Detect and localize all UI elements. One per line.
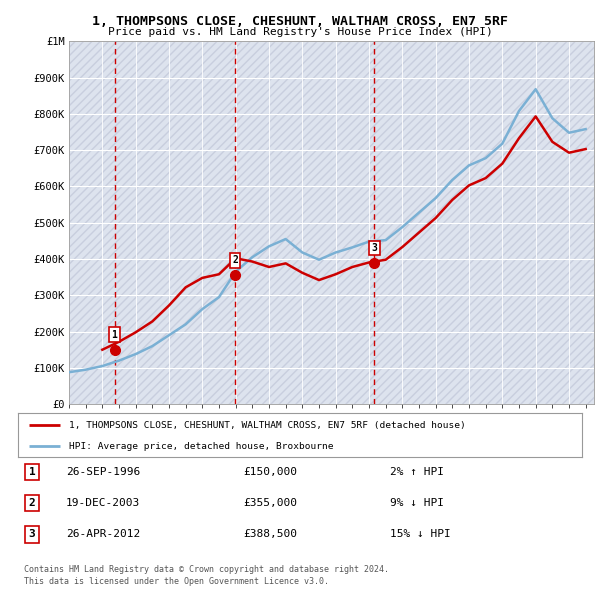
Text: 9% ↓ HPI: 9% ↓ HPI (390, 498, 444, 508)
Text: 2: 2 (232, 255, 238, 265)
Text: 19-DEC-2003: 19-DEC-2003 (66, 498, 140, 508)
Text: This data is licensed under the Open Government Licence v3.0.: This data is licensed under the Open Gov… (24, 577, 329, 586)
Text: 15% ↓ HPI: 15% ↓ HPI (390, 529, 451, 539)
Text: 1, THOMPSONS CLOSE, CHESHUNT, WALTHAM CROSS, EN7 5RF: 1, THOMPSONS CLOSE, CHESHUNT, WALTHAM CR… (92, 15, 508, 28)
Text: 1: 1 (112, 330, 118, 340)
Text: 2: 2 (29, 498, 35, 508)
Text: 26-SEP-1996: 26-SEP-1996 (66, 467, 140, 477)
Text: £150,000: £150,000 (244, 467, 298, 477)
Text: 26-APR-2012: 26-APR-2012 (66, 529, 140, 539)
Text: Price paid vs. HM Land Registry's House Price Index (HPI): Price paid vs. HM Land Registry's House … (107, 27, 493, 37)
Text: 3: 3 (371, 243, 377, 253)
Text: 1: 1 (29, 467, 35, 477)
Text: 2% ↑ HPI: 2% ↑ HPI (390, 467, 444, 477)
Text: Contains HM Land Registry data © Crown copyright and database right 2024.: Contains HM Land Registry data © Crown c… (24, 565, 389, 574)
Text: 3: 3 (29, 529, 35, 539)
Text: £355,000: £355,000 (244, 498, 298, 508)
Text: 1, THOMPSONS CLOSE, CHESHUNT, WALTHAM CROSS, EN7 5RF (detached house): 1, THOMPSONS CLOSE, CHESHUNT, WALTHAM CR… (69, 421, 466, 430)
Text: £388,500: £388,500 (244, 529, 298, 539)
Text: HPI: Average price, detached house, Broxbourne: HPI: Average price, detached house, Brox… (69, 442, 333, 451)
